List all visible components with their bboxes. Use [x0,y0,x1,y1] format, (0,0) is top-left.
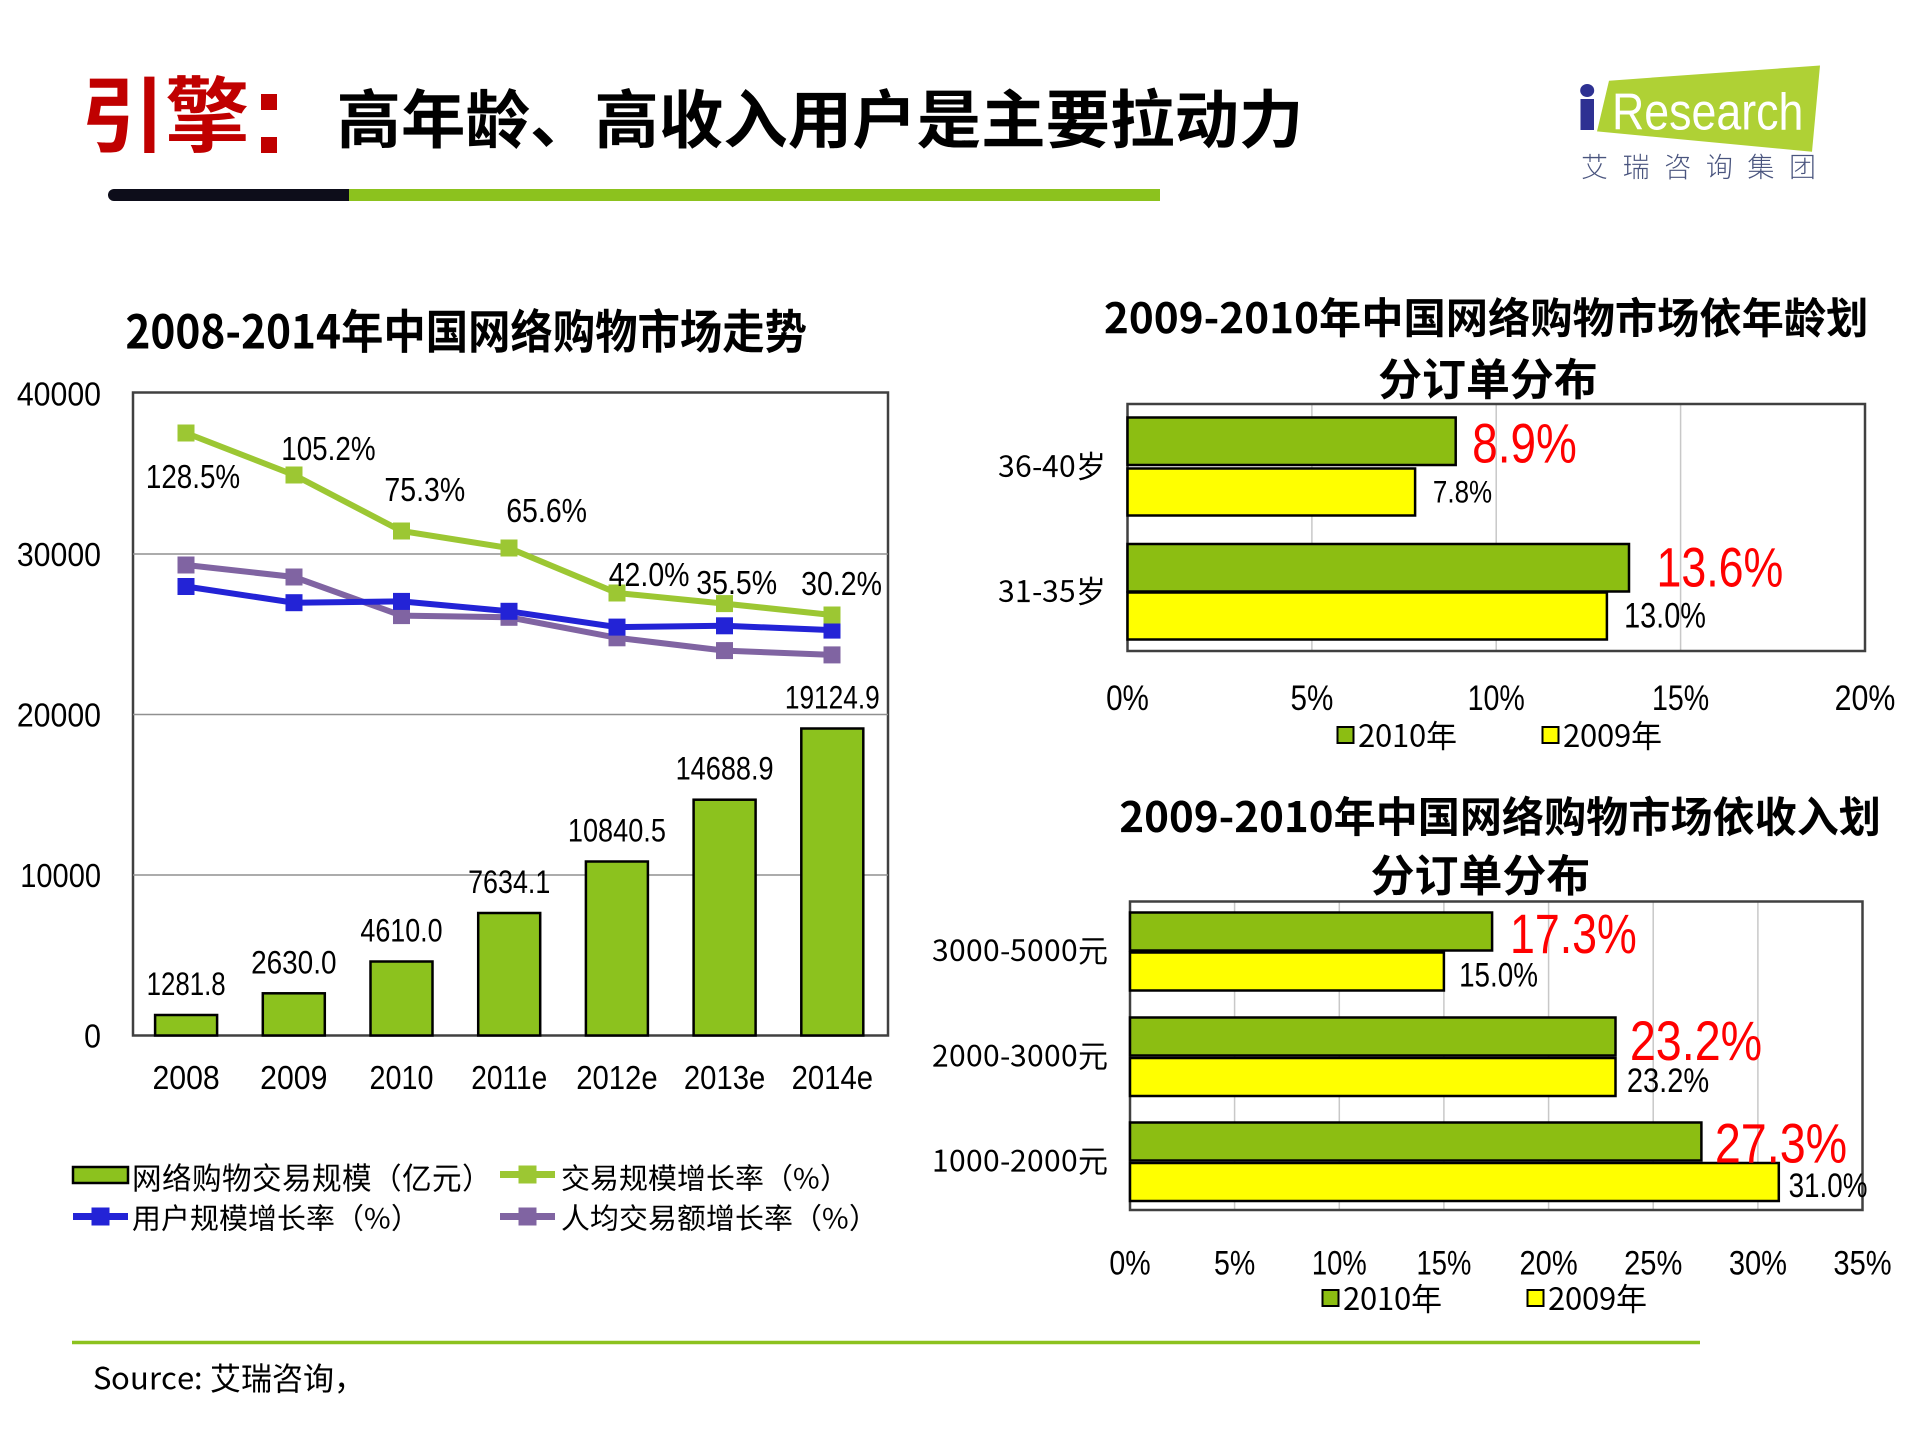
svg-text:25%: 25% [1624,1243,1682,1282]
svg-text:30%: 30% [1729,1243,1787,1282]
svg-text:5%: 5% [1290,679,1333,718]
svg-text:27.3%: 27.3% [1715,1113,1847,1175]
svg-text:13.0%: 13.0% [1624,596,1706,635]
svg-text:30000: 30000 [17,536,101,574]
svg-text:14688.9: 14688.9 [676,752,774,788]
svg-text:42.0%: 42.0% [609,556,690,593]
svg-text:7634.1: 7634.1 [468,865,550,901]
svg-text:23.2%: 23.2% [1630,1010,1762,1072]
svg-text:15.0%: 15.0% [1459,956,1538,994]
svg-text:105.2%: 105.2% [281,431,375,468]
svg-text:5%: 5% [1214,1244,1255,1282]
svg-text:40000: 40000 [17,375,101,413]
svg-text:0: 0 [84,1017,101,1055]
svg-text:2011e: 2011e [471,1060,547,1097]
svg-text:20%: 20% [1520,1243,1578,1282]
svg-text:4610.0: 4610.0 [360,913,442,949]
svg-text:2008: 2008 [152,1059,219,1097]
svg-text:2012e: 2012e [576,1059,657,1096]
svg-text:13.6%: 13.6% [1656,536,1783,599]
svg-text:8.9%: 8.9% [1472,412,1577,474]
svg-text:23.2%: 23.2% [1627,1061,1709,1100]
svg-text:2009: 2009 [260,1059,327,1097]
svg-text:35%: 35% [1833,1243,1891,1282]
svg-text:10000: 10000 [20,857,101,894]
svg-text:2014e: 2014e [792,1059,873,1096]
svg-text:31.0%: 31.0% [1789,1166,1868,1204]
svg-text:10840.5: 10840.5 [568,813,666,849]
svg-text:17.3%: 17.3% [1510,902,1637,965]
svg-text:65.6%: 65.6% [506,492,587,529]
svg-text:10%: 10% [1312,1244,1367,1283]
svg-text:2013e: 2013e [684,1059,765,1096]
svg-text:19124.9: 19124.9 [785,681,880,716]
svg-text:0%: 0% [1106,679,1149,718]
svg-text:30.2%: 30.2% [801,565,882,602]
svg-text:20000: 20000 [17,696,101,734]
svg-text:Research: Research [1612,83,1803,141]
svg-text:20%: 20% [1835,678,1896,718]
svg-text:15%: 15% [1652,678,1709,717]
svg-text:10%: 10% [1468,678,1525,717]
svg-text:2630.0: 2630.0 [251,946,336,981]
svg-text:15%: 15% [1417,1244,1472,1283]
svg-text:2010: 2010 [370,1059,434,1096]
svg-text:75.3%: 75.3% [384,471,465,508]
svg-text:35.5%: 35.5% [696,564,777,601]
svg-text:0%: 0% [1109,1244,1150,1282]
svg-text:1281.8: 1281.8 [147,967,226,1002]
svg-text:128.5%: 128.5% [146,459,240,496]
svg-text:7.8%: 7.8% [1433,475,1492,510]
